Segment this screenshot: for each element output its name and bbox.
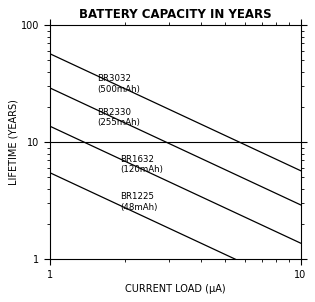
Y-axis label: LIFETIME (YEARS): LIFETIME (YEARS) — [8, 99, 18, 185]
X-axis label: CURRENT LOAD (μA): CURRENT LOAD (μA) — [125, 284, 226, 294]
Text: BR2330
(255mAh): BR2330 (255mAh) — [98, 108, 140, 127]
Text: BR3032
(500mAh): BR3032 (500mAh) — [98, 74, 140, 94]
Text: BR1632
(120mAh): BR1632 (120mAh) — [120, 155, 163, 175]
Text: BR1225
(48mAh): BR1225 (48mAh) — [120, 192, 157, 212]
Title: BATTERY CAPACITY IN YEARS: BATTERY CAPACITY IN YEARS — [79, 8, 272, 21]
